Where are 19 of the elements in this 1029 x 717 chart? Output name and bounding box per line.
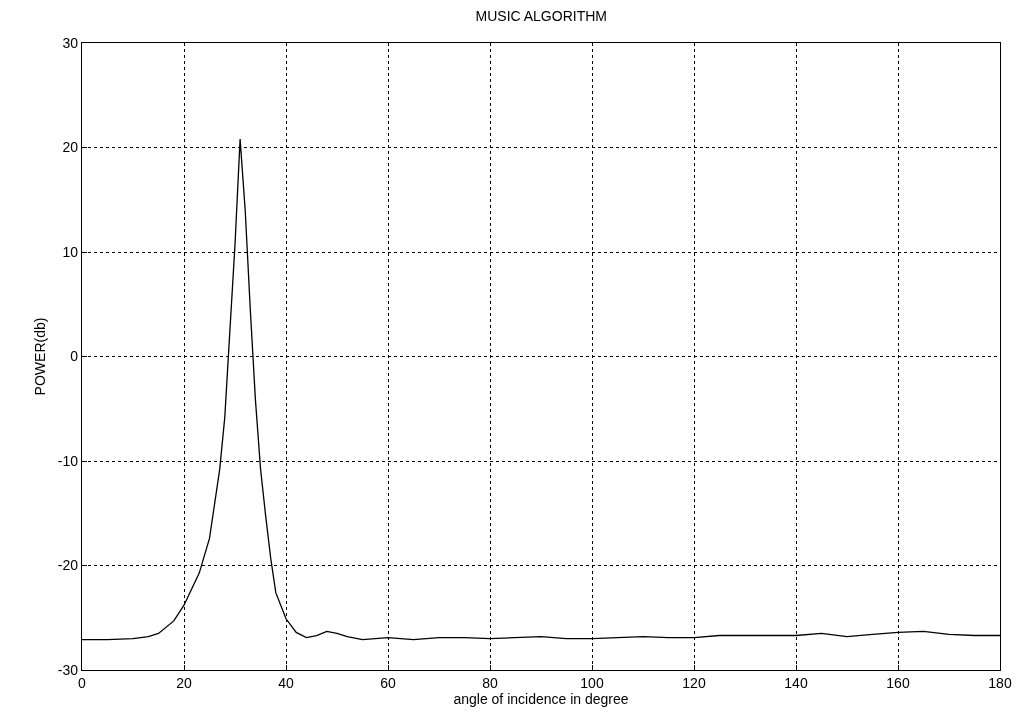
- x-tick-label: 40: [278, 674, 294, 691]
- x-tick-label: 60: [380, 674, 396, 691]
- x-tick-label: 180: [988, 674, 1012, 691]
- y-axis-title: POWER(db): [32, 317, 49, 396]
- x-tick-label: 20: [176, 674, 192, 691]
- x-tick-label: 120: [682, 674, 706, 691]
- y-tick-label: -30: [57, 661, 79, 678]
- y-tick-label: 30: [62, 34, 79, 51]
- y-tick-label: 0: [70, 348, 79, 365]
- x-tick-label: 100: [580, 674, 604, 691]
- y-tick-label: -20: [57, 557, 79, 574]
- x-tick-label: 80: [482, 674, 498, 691]
- x-tick-label: 140: [784, 674, 808, 691]
- chart-title: MUSIC ALGORITHM: [475, 7, 607, 24]
- y-tick-label: -10: [57, 452, 79, 469]
- x-axis-title: angle of incidence in degree: [453, 691, 629, 708]
- x-tick-label: 160: [886, 674, 910, 691]
- y-tick-label: 20: [62, 139, 79, 156]
- y-tick-label: 10: [62, 243, 79, 260]
